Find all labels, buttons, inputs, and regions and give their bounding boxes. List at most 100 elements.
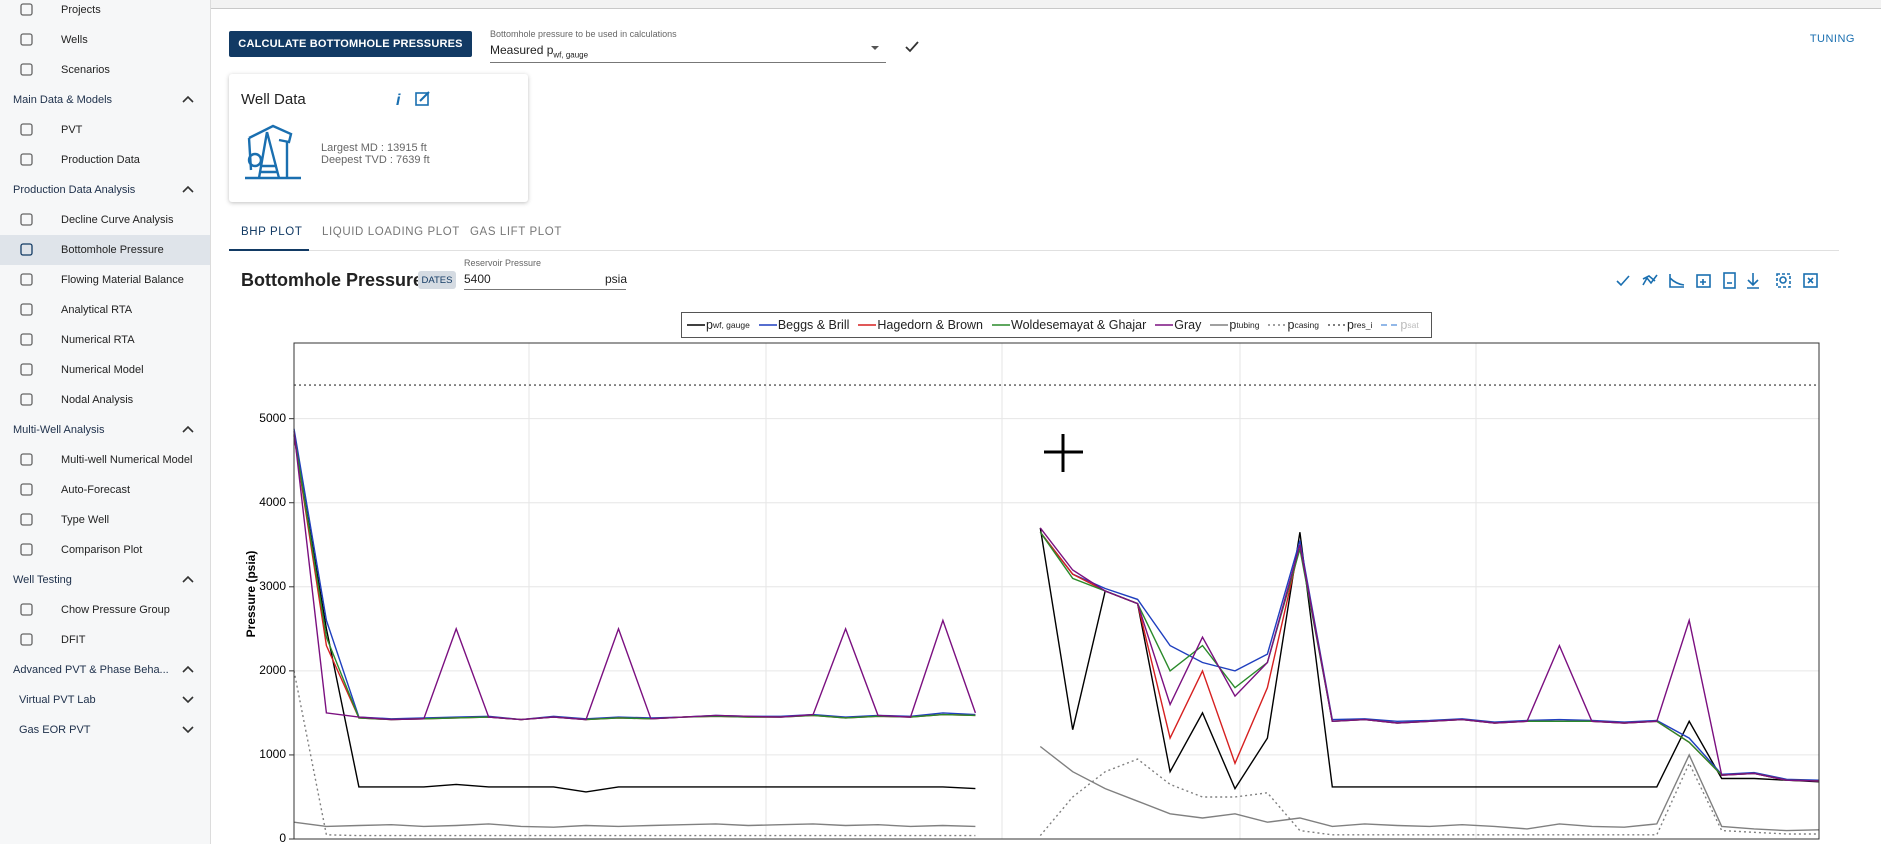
nav-section[interactable]: Advanced PVT & Phase Beha... bbox=[0, 655, 210, 685]
nav-chevron[interactable] bbox=[182, 574, 194, 584]
nav-label: Wells bbox=[61, 34, 88, 46]
nav-section[interactable]: Multi-Well Analysis bbox=[0, 415, 210, 445]
nav-icon bbox=[20, 153, 33, 166]
nav-item[interactable]: Wells bbox=[0, 25, 210, 55]
nav-label: Type Well bbox=[61, 514, 110, 526]
nav-item[interactable]: DFIT bbox=[0, 625, 210, 655]
card-icons[interactable]: i bbox=[391, 90, 435, 110]
nav-section[interactable]: Main Data & Models bbox=[0, 85, 210, 115]
tab[interactable]: BHP PLOT bbox=[241, 226, 303, 238]
nav-icon bbox=[20, 243, 33, 256]
series-line bbox=[293, 670, 1819, 837]
tab-underline bbox=[229, 249, 309, 251]
legend-item[interactable]: Hagedorn & Brown bbox=[857, 318, 983, 332]
nav-label: Scenarios bbox=[61, 64, 110, 76]
select-value[interactable]: Measured pwf, gauge bbox=[490, 43, 588, 59]
nav-icon-shape bbox=[20, 63, 33, 76]
legend-item[interactable]: p tubing bbox=[1209, 318, 1259, 332]
select-text: Measured p bbox=[490, 43, 554, 57]
legend-item[interactable]: p sat bbox=[1380, 318, 1419, 332]
legend-item[interactable]: p wf, gauge bbox=[686, 318, 750, 332]
legend-item[interactable]: p res_i bbox=[1327, 318, 1372, 332]
nav-label: Bottomhole Pressure bbox=[61, 244, 164, 256]
input-value[interactable]: 5400 bbox=[464, 272, 491, 286]
nav-label: Decline Curve Analysis bbox=[61, 214, 174, 226]
legend-label: Beggs & Brill bbox=[777, 318, 850, 332]
nav-item[interactable]: PVT bbox=[0, 115, 210, 145]
nav-item[interactable]: Scenarios bbox=[0, 55, 210, 85]
nav-label: Numerical RTA bbox=[61, 334, 135, 346]
y-tick-label: 2000 bbox=[259, 663, 286, 677]
input-underline bbox=[464, 289, 626, 290]
nav-label: Nodal Analysis bbox=[61, 394, 134, 406]
nav-item[interactable]: Multi-well Numerical Model bbox=[0, 445, 210, 475]
nav-icon bbox=[20, 633, 33, 646]
nav-item[interactable]: Decline Curve Analysis bbox=[0, 205, 210, 235]
nav-chevron[interactable] bbox=[182, 184, 194, 194]
tab[interactable]: LIQUID LOADING PLOT bbox=[322, 226, 460, 238]
chevron bbox=[182, 696, 194, 704]
legend-item[interactable]: Beggs & Brill bbox=[758, 318, 850, 332]
nav-label: Main Data & Models bbox=[13, 94, 113, 106]
series-line bbox=[293, 431, 1820, 782]
select-caret[interactable] bbox=[870, 44, 880, 52]
chevron bbox=[182, 575, 194, 583]
nav-item[interactable]: Analytical RTA bbox=[0, 295, 210, 325]
dates-chip[interactable]: DATES bbox=[418, 271, 456, 289]
nav-item[interactable]: Comparison Plot bbox=[0, 535, 210, 565]
nav-item[interactable]: Numerical Model bbox=[0, 355, 210, 385]
legend-swatch bbox=[1155, 324, 1174, 326]
legend-swatch bbox=[758, 324, 777, 326]
plot-toolbar[interactable] bbox=[1614, 270, 1824, 292]
y-tick-label: 1000 bbox=[259, 747, 286, 761]
nav-item[interactable]: Chow Pressure Group bbox=[0, 595, 210, 625]
nav-icon-shape bbox=[20, 303, 33, 316]
nav-item[interactable]: Auto-Forecast bbox=[0, 475, 210, 505]
nav-label: Multi-Well Analysis bbox=[13, 424, 105, 436]
nav-chevron[interactable] bbox=[182, 664, 194, 674]
nav-item[interactable]: Virtual PVT Lab bbox=[0, 685, 210, 715]
nav-icon-shape bbox=[20, 633, 33, 646]
legend-item[interactable]: Woldesemayat & Ghajar bbox=[991, 318, 1146, 332]
legend-item[interactable]: Gray bbox=[1154, 318, 1201, 332]
legend-swatch bbox=[992, 324, 1011, 326]
y-tick-label: 5000 bbox=[259, 411, 286, 425]
nav-item[interactable]: Flowing Material Balance bbox=[0, 265, 210, 295]
nav-chevron[interactable] bbox=[182, 724, 194, 734]
input-unit: psia bbox=[605, 272, 628, 286]
legend-item[interactable]: p casing bbox=[1267, 318, 1319, 332]
card-title: Well Data bbox=[241, 91, 306, 108]
nav-label: Numerical Model bbox=[61, 364, 144, 376]
nav-item[interactable]: Nodal Analysis bbox=[0, 385, 210, 415]
nav-item[interactable]: Projects bbox=[0, 0, 210, 25]
confirm-icon[interactable] bbox=[904, 40, 920, 54]
nav-item[interactable]: Numerical RTA bbox=[0, 325, 210, 355]
nav-chevron[interactable] bbox=[182, 94, 194, 104]
nav-chevron[interactable] bbox=[182, 424, 194, 434]
nav-icon-shape bbox=[20, 243, 33, 256]
nav-item[interactable]: Type Well bbox=[0, 505, 210, 535]
legend-swatch bbox=[858, 324, 877, 326]
nav-icon bbox=[20, 483, 33, 496]
calculate-button[interactable]: CALCULATE BOTTOMHOLE PRESSURES bbox=[229, 31, 472, 57]
nav-icon-shape bbox=[20, 273, 33, 286]
y-axis-label: Pressure (psia) bbox=[244, 551, 258, 638]
nav-item[interactable]: Gas EOR PVT bbox=[0, 715, 210, 745]
nav-icon bbox=[20, 273, 33, 286]
plot-title: Bottomhole Pressure bbox=[241, 270, 424, 290]
nav-item[interactable]: Bottomhole Pressure bbox=[0, 235, 210, 265]
tab[interactable]: GAS LIFT PLOT bbox=[470, 226, 562, 238]
tuning-link[interactable]: TUNING bbox=[1809, 33, 1855, 45]
nav-chevron[interactable] bbox=[182, 694, 194, 704]
nav-label: Gas EOR PVT bbox=[19, 724, 91, 736]
nav-section[interactable]: Well Testing bbox=[0, 565, 210, 595]
nav-item[interactable]: Production Data bbox=[0, 145, 210, 175]
legend-subscript: casing bbox=[1294, 320, 1320, 330]
chevron bbox=[182, 665, 194, 673]
select-label: Bottomhole pressure to be used in calcul… bbox=[490, 29, 677, 39]
nav-section[interactable]: Production Data Analysis bbox=[0, 175, 210, 205]
nav-icon bbox=[20, 393, 33, 406]
nav-icon-shape bbox=[20, 453, 33, 466]
legend-swatch bbox=[1328, 324, 1347, 326]
